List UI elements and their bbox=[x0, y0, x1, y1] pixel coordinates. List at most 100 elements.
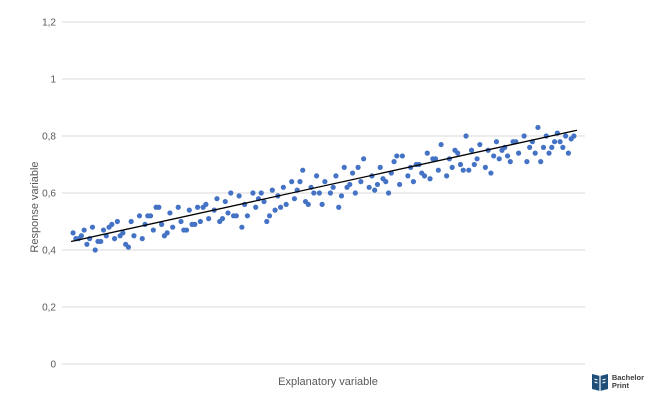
data-point bbox=[366, 184, 372, 190]
data-point bbox=[200, 204, 206, 210]
data-point bbox=[145, 213, 151, 219]
data-point bbox=[424, 150, 430, 156]
data-point bbox=[125, 244, 132, 250]
data-point bbox=[289, 179, 295, 185]
y-axis-tick-labels: 0 0,2 0,4 0,6 0,8 1 1,2 bbox=[42, 18, 56, 371]
data-point bbox=[322, 179, 328, 185]
data-point bbox=[396, 181, 403, 188]
data-point bbox=[111, 236, 118, 242]
data-point bbox=[515, 150, 522, 156]
data-point bbox=[405, 173, 411, 179]
data-point bbox=[297, 179, 303, 185]
data-point bbox=[291, 196, 298, 202]
data-point bbox=[551, 139, 558, 145]
data-point bbox=[399, 153, 405, 159]
data-point bbox=[109, 221, 115, 227]
x-axis-title: Explanatory variable bbox=[278, 376, 378, 388]
data-point bbox=[139, 236, 145, 242]
data-point bbox=[319, 201, 325, 207]
data-point bbox=[313, 173, 320, 179]
data-point bbox=[474, 156, 480, 162]
data-point bbox=[527, 144, 533, 150]
data-point bbox=[305, 201, 311, 207]
data-point bbox=[253, 204, 259, 210]
data-point bbox=[468, 147, 475, 153]
data-point bbox=[333, 173, 339, 179]
data-point bbox=[488, 170, 494, 176]
data-point bbox=[532, 150, 538, 156]
data-point bbox=[239, 224, 245, 230]
data-point bbox=[460, 167, 466, 173]
data-point bbox=[341, 164, 347, 170]
data-point bbox=[95, 238, 101, 245]
data-point bbox=[535, 124, 541, 131]
data-points bbox=[70, 124, 577, 253]
data-point bbox=[186, 207, 192, 213]
data-point bbox=[391, 159, 397, 165]
data-point bbox=[131, 233, 137, 239]
data-point bbox=[264, 218, 270, 225]
data-point bbox=[300, 167, 306, 173]
logo-wordmark: Bachelor Print bbox=[612, 374, 644, 390]
data-point bbox=[377, 164, 383, 170]
y-tick-label: 0,2 bbox=[42, 303, 56, 314]
data-point bbox=[452, 147, 458, 153]
data-point bbox=[178, 218, 184, 225]
data-point bbox=[336, 204, 342, 210]
data-point bbox=[81, 227, 87, 233]
data-point bbox=[493, 139, 500, 145]
data-point bbox=[385, 190, 392, 196]
data-point bbox=[374, 181, 381, 188]
data-point bbox=[311, 190, 317, 196]
data-point bbox=[438, 141, 444, 148]
data-point bbox=[278, 204, 284, 210]
data-point bbox=[410, 179, 417, 185]
data-point bbox=[568, 136, 574, 142]
data-point bbox=[228, 190, 234, 196]
data-point bbox=[159, 221, 165, 227]
data-point bbox=[444, 173, 450, 179]
data-point bbox=[330, 184, 336, 190]
data-point bbox=[560, 144, 566, 150]
data-point bbox=[283, 201, 289, 207]
data-point bbox=[457, 161, 464, 168]
data-point bbox=[427, 176, 433, 182]
data-point bbox=[194, 204, 201, 210]
data-point bbox=[117, 233, 123, 239]
y-axis-title: Response variable bbox=[29, 161, 41, 252]
data-point bbox=[280, 184, 286, 190]
data-point bbox=[181, 227, 187, 233]
y-tick-label: 1,2 bbox=[42, 18, 56, 29]
data-point bbox=[269, 187, 275, 193]
data-point bbox=[524, 159, 530, 165]
data-point bbox=[206, 216, 212, 222]
data-point bbox=[449, 164, 455, 170]
data-point bbox=[244, 213, 251, 219]
data-point bbox=[92, 247, 98, 253]
trendline-group bbox=[70, 129, 578, 243]
data-point bbox=[219, 216, 226, 222]
y-tick-label: 1 bbox=[50, 75, 56, 86]
data-point bbox=[463, 133, 469, 139]
data-point bbox=[352, 190, 358, 196]
data-point bbox=[114, 218, 120, 225]
data-point bbox=[504, 153, 511, 159]
data-point bbox=[546, 150, 552, 156]
y-tick-label: 0,6 bbox=[42, 189, 56, 200]
data-point bbox=[225, 210, 231, 216]
data-point bbox=[150, 227, 156, 233]
data-point bbox=[540, 144, 547, 150]
data-point bbox=[316, 190, 322, 196]
data-point bbox=[383, 179, 389, 185]
data-point bbox=[471, 161, 477, 168]
data-point bbox=[466, 167, 472, 173]
data-point bbox=[394, 153, 400, 159]
data-point bbox=[78, 233, 84, 239]
data-point bbox=[432, 156, 439, 162]
data-point bbox=[491, 153, 497, 159]
data-point bbox=[358, 179, 364, 185]
data-point bbox=[214, 196, 220, 202]
data-point bbox=[499, 147, 505, 153]
data-point bbox=[170, 224, 176, 230]
